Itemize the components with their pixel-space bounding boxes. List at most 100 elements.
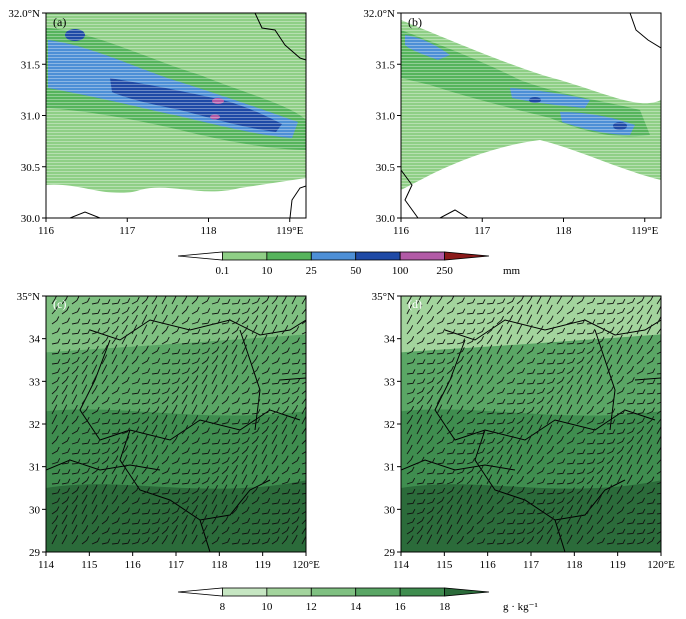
wind-barb: [141, 389, 151, 395]
wind-barb: [406, 455, 414, 465]
wind-barb: [606, 317, 616, 325]
wind-barb: [456, 374, 463, 385]
wind-barb: [51, 376, 60, 385]
wind-barb: [616, 506, 625, 515]
wind-barb: [446, 296, 455, 305]
wind-barb: [291, 326, 300, 335]
wind-barb: [526, 324, 533, 335]
wind-barb: [646, 476, 655, 485]
wind-barb: [516, 537, 525, 545]
wind-barb: [91, 504, 98, 515]
wind-barb: [131, 344, 138, 355]
wind-barb: [656, 435, 661, 445]
wind-barb: [261, 324, 268, 335]
wind-barb: [626, 474, 633, 485]
wind-barb: [606, 419, 616, 425]
wind-barb: [61, 487, 70, 495]
wind-barb: [656, 296, 661, 305]
border-line: [434, 339, 656, 441]
wind-barb: [211, 475, 219, 485]
wind-barb: [211, 428, 221, 435]
wind-barb: [191, 495, 199, 505]
wind-barb: [221, 429, 231, 435]
wind-barb: [201, 338, 211, 345]
wind-barb: [181, 447, 190, 455]
wind-barb: [301, 372, 306, 375]
colorbar-label: 8: [220, 601, 226, 613]
wind-barb: [281, 424, 288, 435]
wind-barb: [301, 518, 306, 525]
wind-barb: [201, 468, 211, 475]
wind-barb: [516, 324, 523, 335]
wind-barb: [221, 448, 231, 455]
wind-barb: [546, 498, 556, 505]
wind-barb: [516, 519, 526, 525]
wind-barb: [191, 339, 201, 345]
wind-barb: [556, 458, 566, 465]
wind-barb: [161, 378, 171, 385]
wind-barb: [486, 299, 496, 305]
wind-barb: [101, 374, 108, 385]
wind-barb: [81, 405, 89, 415]
colorbar-label: 14: [350, 601, 362, 613]
wind-barb: [81, 319, 91, 325]
y-tick-label: 31: [29, 462, 40, 474]
wind-barb: [476, 494, 483, 505]
y-tick-label: 34: [29, 334, 41, 346]
wind-barb: [261, 367, 270, 375]
wind-barb: [526, 406, 535, 415]
wind-barb: [516, 334, 523, 345]
wind-barb: [426, 395, 434, 405]
wind-barb: [271, 304, 278, 315]
wind-barb: [181, 479, 191, 485]
wind-barb: [221, 484, 228, 495]
wind-barb: [436, 514, 443, 525]
wind-barb: [506, 408, 516, 415]
wind-barb: [426, 488, 436, 495]
wind-barb: [121, 518, 131, 525]
wind-barb: [191, 514, 198, 525]
wind-barb: [456, 355, 464, 365]
wind-barb: [456, 384, 463, 395]
wind-barb: [211, 449, 221, 455]
wind-barb: [566, 448, 576, 455]
wind-barb: [596, 494, 603, 505]
wind-barb: [506, 344, 513, 355]
wind-barb: [281, 304, 288, 315]
y-tick-label: 30.5: [376, 162, 396, 174]
wind-barb: [526, 314, 533, 325]
wind-barb: [291, 359, 301, 365]
wind-barb: [626, 485, 634, 495]
wind-barb: [466, 406, 475, 415]
wind-barb: [51, 316, 60, 325]
wind-barb: [81, 536, 90, 545]
wind-barb: [596, 526, 605, 535]
wind-barb: [646, 407, 655, 415]
wind-barb: [81, 467, 90, 475]
wind-barb: [261, 296, 270, 305]
wind-barb: [241, 428, 251, 435]
wind-barb: [161, 414, 168, 425]
wind-barb: [61, 414, 68, 425]
wind-barb: [211, 406, 220, 415]
wind-barb: [121, 344, 128, 355]
wind-barb: [161, 348, 171, 355]
wind-barb: [241, 464, 248, 475]
wind-barb: [516, 528, 526, 535]
wind-barb: [566, 394, 573, 405]
wind-barb: [191, 366, 200, 375]
panel-a: (a) 116 117 118 119°E 30.0 30.5 31.0 31.5 32.0°N: [8, 8, 307, 237]
wind-barb: [171, 446, 180, 455]
wind-barb: [566, 366, 575, 375]
precip-colorbar: 0.1 10 25 50 100 250 mm: [177, 251, 521, 277]
wind-barb: [406, 379, 416, 385]
wind-barb: [606, 447, 615, 455]
wind-barb: [496, 464, 503, 475]
wind-barb: [171, 326, 180, 335]
wind-barb: [636, 528, 646, 535]
wind-barb: [626, 388, 636, 395]
wind-barb: [251, 496, 260, 505]
wind-barb: [596, 364, 603, 375]
wind-barb: [51, 385, 59, 395]
wind-barb: [456, 535, 464, 545]
